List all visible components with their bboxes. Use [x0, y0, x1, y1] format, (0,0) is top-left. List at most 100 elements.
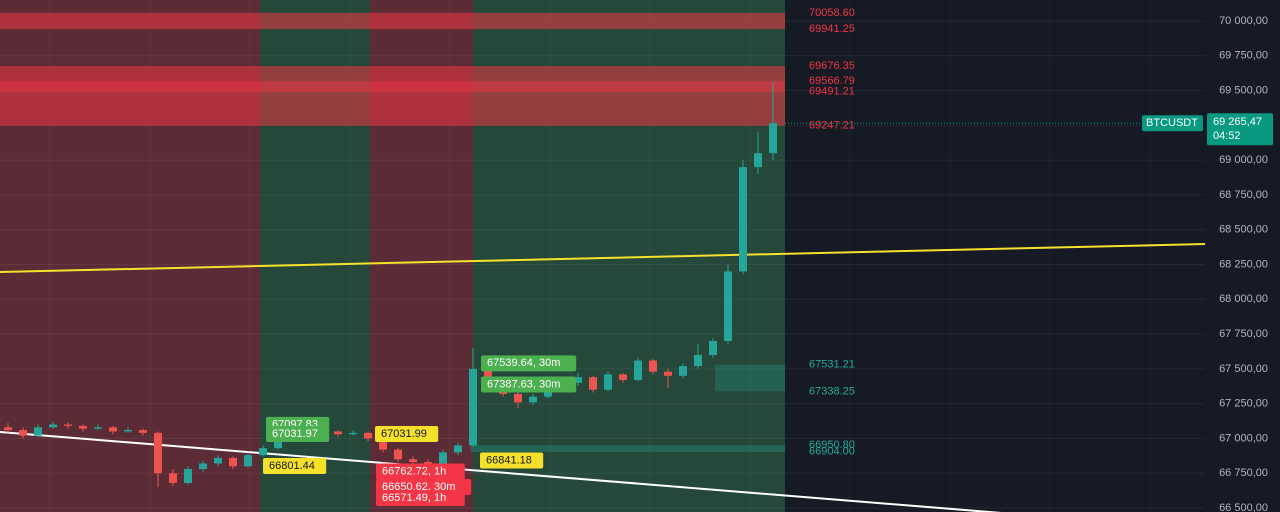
candle-body [469, 368, 477, 446]
annotation-label: 66571.49, 1h [382, 492, 446, 504]
candle-body [634, 360, 642, 380]
price-box [1207, 113, 1273, 146]
y-tick-label: 66 750,00 [1219, 467, 1268, 479]
symbol-label: BTCUSDT [1146, 117, 1198, 129]
level-label: 67531.21 [809, 358, 855, 370]
level-label: 67338.25 [809, 385, 855, 397]
candle-body [109, 427, 117, 432]
candle-body [409, 459, 417, 463]
candle-body [394, 449, 402, 460]
candle-body [334, 431, 342, 435]
y-tick-label: 66 500,00 [1219, 502, 1268, 512]
trendline [0, 431, 1002, 512]
y-tick-label: 70 000,00 [1219, 15, 1268, 27]
annotation-label: 66841.18 [486, 454, 532, 466]
countdown-label: 04:52 [1213, 130, 1241, 142]
y-tick-label: 68 750,00 [1219, 189, 1268, 201]
level-label: 69491.21 [809, 86, 855, 98]
annotation-label: 67031.99 [381, 428, 427, 440]
candle-body [124, 430, 132, 432]
candle-body [649, 360, 657, 372]
candle-body [739, 167, 747, 272]
level-label: 70058.60 [809, 7, 855, 19]
candle-body [544, 388, 552, 397]
level-label: 69676.35 [809, 60, 855, 72]
price-zone [0, 81, 785, 92]
annotation-label: 66801.44 [269, 460, 315, 472]
candle-body [94, 427, 102, 429]
y-tick-label: 67 250,00 [1219, 398, 1268, 410]
candle-body [754, 153, 762, 168]
annotation-box [263, 458, 327, 475]
candle-body [514, 393, 522, 403]
annotation-label: 67539.64, 30m [487, 357, 560, 369]
candle-body [79, 425, 87, 429]
y-tick-label: 69 750,00 [1219, 50, 1268, 62]
y-tick-label: 68 500,00 [1219, 224, 1268, 236]
annotation-box [481, 376, 577, 393]
annotation-box [375, 425, 439, 442]
candle-body [139, 430, 147, 433]
candle-body [4, 427, 12, 431]
annotation-label: 66650.62, 30m [382, 481, 455, 493]
candle-body [604, 374, 612, 390]
annotation-box [376, 463, 465, 480]
candle-body [484, 368, 492, 383]
candle-body [154, 432, 162, 474]
y-tick-label: 67 750,00 [1219, 328, 1268, 340]
candle-body [64, 424, 72, 426]
y-tick-label: 68 000,00 [1219, 293, 1268, 305]
candle-body [49, 424, 57, 428]
candle-body [199, 463, 207, 470]
annotation-label: 67387.63, 30m [487, 378, 560, 390]
level-label: 66950.80 [809, 439, 855, 451]
candle-body [574, 377, 582, 383]
candle-body [379, 438, 387, 450]
candle-body [664, 371, 672, 376]
annotation-box [376, 490, 465, 507]
candle-body [34, 427, 42, 436]
trendline [0, 243, 1206, 274]
level-label: 66904.00 [809, 446, 855, 458]
candle-body [229, 457, 237, 467]
candle-body [364, 432, 372, 439]
annotation-box [266, 425, 330, 442]
annotation-box [481, 355, 577, 372]
price-zone [470, 445, 785, 452]
candle-body [724, 271, 732, 342]
annotation-box [480, 452, 544, 469]
y-tick-label: 69 000,00 [1219, 154, 1268, 166]
candle-body [694, 354, 702, 367]
candle-body [349, 432, 357, 435]
candle-body [439, 452, 447, 464]
candle-body [769, 123, 777, 154]
price-zone [0, 12, 785, 30]
candle-body [454, 445, 462, 453]
last-price-label: 69 265,47 [1213, 116, 1262, 128]
candle-body [619, 374, 627, 380]
candle-body [19, 430, 27, 436]
y-tick-label: 67 500,00 [1219, 363, 1268, 375]
candle-body [169, 473, 177, 483]
y-tick-label: 68 250,00 [1219, 258, 1268, 270]
candle-body [184, 469, 192, 483]
annotation-label: 66762.72, 1h [382, 465, 446, 477]
candle-body [709, 341, 717, 355]
level-label: 69247.21 [809, 120, 855, 132]
annotation-label: 67031.97 [272, 428, 318, 440]
symbol-box [1142, 115, 1203, 132]
y-tick-label: 69 500,00 [1219, 84, 1268, 96]
price-zone [0, 66, 785, 126]
candle-body [424, 462, 432, 464]
candle-body [259, 448, 267, 456]
y-tick-label: 67 000,00 [1219, 432, 1268, 444]
level-label: 69941.25 [809, 23, 855, 35]
price-zone [715, 364, 785, 392]
level-label: 69566.79 [809, 75, 855, 87]
candle-body [589, 377, 597, 390]
candle-body [529, 396, 537, 403]
candle-body [214, 457, 222, 464]
candle-body [679, 366, 687, 376]
candle-body [244, 455, 252, 467]
